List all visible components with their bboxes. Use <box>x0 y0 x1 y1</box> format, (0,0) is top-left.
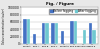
Bar <box>42 23 46 44</box>
Bar <box>55 23 58 44</box>
Bar <box>89 23 92 44</box>
Y-axis label: Odour concentration (ou/m³): Odour concentration (ou/m³) <box>2 7 6 44</box>
Bar <box>46 23 49 44</box>
Bar <box>74 21 77 44</box>
Bar <box>61 31 64 44</box>
Bar <box>33 34 36 44</box>
Bar <box>83 30 86 44</box>
Title: Fig. / Figure: Fig. / Figure <box>46 2 74 6</box>
Bar <box>27 19 30 44</box>
Bar <box>92 30 96 44</box>
Legend: Before fogging, After fogging: Before fogging, After fogging <box>50 9 96 14</box>
Bar <box>70 21 74 44</box>
Bar <box>23 19 27 44</box>
Bar <box>51 23 55 44</box>
